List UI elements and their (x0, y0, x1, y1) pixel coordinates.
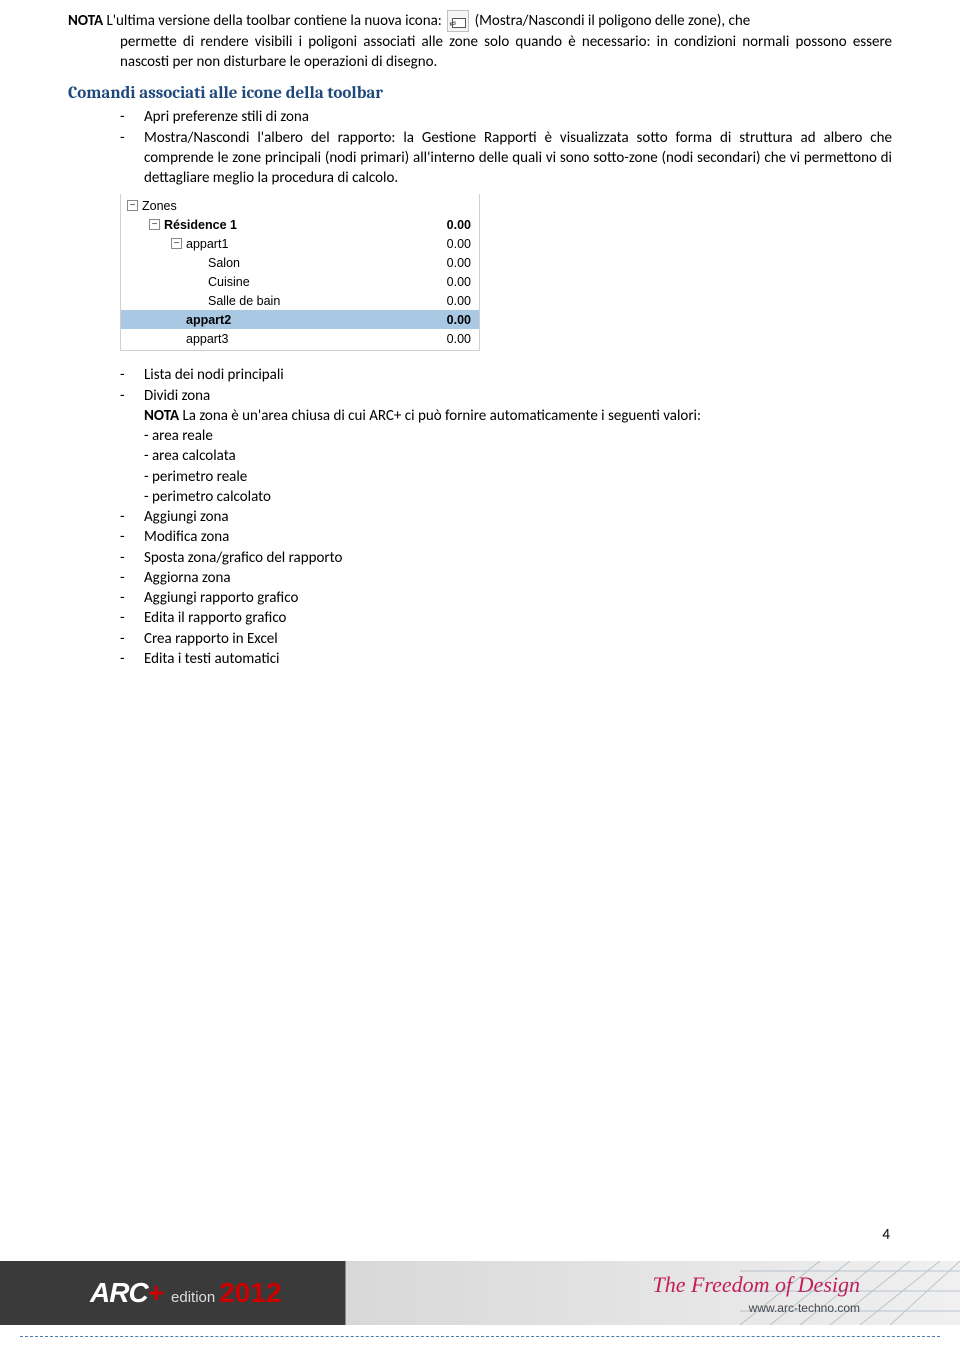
tree-label: Salle de bain (208, 293, 421, 310)
tree-row[interactable]: −Zones (121, 196, 479, 215)
tree-label: Salon (208, 255, 421, 272)
polygon-toggle-icon (447, 10, 469, 32)
list-item: Edita i testi automatici (120, 649, 892, 669)
list-item: Lista dei nodi principali (120, 365, 892, 385)
footer-edition: edition (171, 1288, 215, 1308)
tree-row[interactable]: appart20.00 (121, 310, 479, 329)
list-item: Dividi zona NOTA La zona è un'area chius… (120, 386, 892, 508)
tree-label: Résidence 1 (164, 217, 421, 234)
logo-plus: + (148, 1277, 163, 1308)
tree-value: 0.00 (421, 312, 471, 329)
section-heading: Comandi associati alle icone della toolb… (68, 83, 892, 106)
list-item: Aggiorna zona (120, 568, 892, 588)
tree-value: 0.00 (421, 331, 471, 348)
list-item: Crea rapporto in Excel (120, 629, 892, 649)
note-rest: permette di rendere visibili i poligoni … (68, 32, 892, 73)
footer-year: 2012 (219, 1274, 281, 1312)
tree-row[interactable]: Cuisine0.00 (121, 272, 479, 291)
tree-row[interactable]: −appart10.00 (121, 234, 479, 253)
tree-row[interactable]: −Résidence 10.00 (121, 215, 479, 234)
footer-right: The Freedom of Design www.arc-techno.com (652, 1270, 960, 1316)
tree-label: Zones (142, 198, 421, 215)
tree-toggle-icon[interactable]: − (149, 219, 160, 230)
footer-left: ARC+ edition 2012 (0, 1274, 282, 1312)
tree-toggle-icon[interactable]: − (127, 200, 138, 211)
nested-sub-list: - area reale - area calcolata - perimetr… (144, 426, 892, 507)
tree-value: 0.00 (421, 293, 471, 310)
logo-text: ARC (90, 1277, 148, 1308)
list-item: Apri preferenze stili di zona (120, 107, 892, 127)
tree-value: 0.00 (421, 274, 471, 291)
footer-tagline: The Freedom of Design (652, 1270, 860, 1300)
note-paragraph: NOTA L'ultima versione della toolbar con… (68, 10, 892, 73)
footer-bar: ARC+ edition 2012 The Freedom of Design … (0, 1261, 960, 1325)
footer-logo: ARC+ (90, 1274, 163, 1312)
list-item-label: Dividi zona (144, 387, 210, 405)
page-number: 4 (882, 1225, 890, 1245)
note-line1: L'ultima versione della toolbar contiene… (103, 12, 445, 30)
tree-label: Cuisine (208, 274, 421, 291)
nested-nota-text: La zona è un'area chiusa di cui ARC+ ci … (179, 407, 701, 425)
footer-url: www.arc-techno.com (652, 1300, 860, 1316)
dotted-divider (20, 1336, 940, 1337)
tree-value: 0.00 (421, 217, 471, 234)
tree-row[interactable]: appart30.00 (121, 329, 479, 348)
tree-value: 0.00 (421, 236, 471, 253)
nested-nota-prefix: NOTA (144, 407, 179, 425)
list-item: Mostra/Nascondi l'albero del rapporto: l… (120, 128, 892, 189)
tree-toggle-icon[interactable]: − (171, 238, 182, 249)
sub-line: - perimetro reale (144, 467, 892, 487)
list-item: Modifica zona (120, 527, 892, 547)
list-item: Aggiungi zona (120, 507, 892, 527)
tree-label: appart2 (186, 312, 421, 329)
list-item: Aggiungi rapporto grafico (120, 588, 892, 608)
sub-line: - perimetro calcolato (144, 487, 892, 507)
tree-row[interactable]: Salon0.00 (121, 253, 479, 272)
note-line1-after: (Mostra/Nascondi il poligono delle zone)… (471, 12, 750, 30)
tree-value: 0.00 (421, 255, 471, 272)
sub-line: - area calcolata (144, 446, 892, 466)
command-list-2: Lista dei nodi principali Dividi zona NO… (68, 365, 892, 669)
note-prefix: NOTA (68, 12, 103, 30)
zones-tree: −Zones−Résidence 10.00−appart10.00Salon0… (120, 194, 480, 351)
sub-line: - area reale (144, 426, 892, 446)
tree-label: appart3 (186, 331, 421, 348)
list-item: Sposta zona/grafico del rapporto (120, 548, 892, 568)
list-item: Edita il rapporto grafico (120, 608, 892, 628)
tree-label: appart1 (186, 236, 421, 253)
tree-row[interactable]: Salle de bain0.00 (121, 291, 479, 310)
command-list-1: Apri preferenze stili di zona Mostra/Nas… (68, 107, 892, 188)
